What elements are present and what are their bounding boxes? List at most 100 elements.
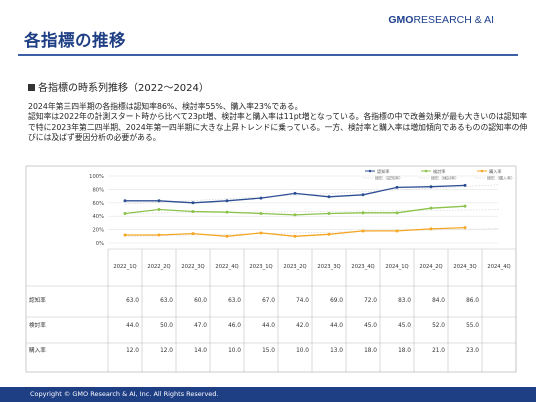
data-point (259, 231, 263, 235)
table-cell-value: 50.0 (160, 323, 173, 329)
data-point (429, 227, 433, 231)
table-cell-value: 45.0 (398, 323, 411, 329)
data-point (157, 208, 161, 211)
data-point (463, 204, 467, 208)
table-cell-value: 12.0 (160, 348, 173, 354)
legend-trend-label: 線形（検討率） (431, 175, 459, 181)
table-cell-value: 13.0 (330, 348, 343, 354)
table-cell-value: 52.0 (432, 323, 445, 329)
legend-label: 認知率 (377, 168, 390, 175)
data-point (259, 196, 263, 200)
y-tick-label: 80% (92, 187, 104, 193)
y-tick-label: 60% (92, 201, 104, 207)
table-cell-value: 84.0 (432, 298, 445, 304)
table-cell-value: 44.0 (262, 323, 275, 329)
data-point (191, 201, 195, 205)
data-point (361, 229, 365, 233)
company-logo: GMORESEARCH & AI (388, 14, 494, 26)
table-cell-value: 69.0 (330, 298, 343, 304)
row-label: 認知率 (29, 296, 46, 304)
data-point (157, 233, 161, 237)
legend-trend-label: 線形（認知率） (375, 175, 403, 181)
data-point (123, 233, 127, 237)
data-point (225, 199, 229, 203)
data-point (225, 234, 229, 238)
section-heading: 各指標の時系列推移（2022～2024） (28, 79, 209, 94)
table-cell-value: 55.0 (466, 323, 479, 329)
title-divider (18, 54, 518, 56)
table-cell-value: 18.0 (364, 348, 377, 354)
copyright-text: Copyright © GMO Research & AI, Inc. All … (30, 390, 219, 398)
table-cell-value: 46.0 (228, 323, 241, 329)
table-cell-value: 23.0 (466, 348, 479, 354)
data-point (293, 234, 297, 238)
table-cell-value: 14.0 (194, 348, 207, 354)
data-point (327, 195, 331, 199)
logo-text: RESEARCH & AI (413, 14, 494, 26)
table-cell-value: 10.0 (296, 348, 309, 354)
table-cell-value: 60.0 (194, 298, 207, 304)
series-trendline (124, 228, 500, 237)
data-point (361, 193, 365, 197)
row-label: 検討率 (29, 321, 46, 329)
y-tick-label: 20% (92, 228, 104, 234)
category-label: 2024_2Q (419, 264, 442, 270)
legend-trend-label: 線形（購入率） (487, 175, 515, 181)
category-label: 2022_4Q (215, 264, 238, 270)
summary-text: 2024年第三四半期の各指標は認知率86%、検討率55%、購入率23%である。 … (28, 102, 528, 144)
table-cell-value: 67.0 (262, 298, 275, 304)
square-bullet-icon (28, 84, 35, 91)
data-point (463, 183, 467, 187)
category-label: 2024_3Q (453, 264, 476, 270)
category-label: 2024_1Q (385, 264, 408, 270)
table-cell-value: 63.0 (228, 298, 241, 304)
table-cell-value: 74.0 (296, 298, 309, 304)
table-cell-value: 86.0 (466, 298, 479, 304)
series-trendline (124, 209, 500, 214)
data-point (429, 185, 433, 189)
summary-line-2: 認知率は2022年の計測スタート時から比べて23pt増、検討率と購入率は11pt… (28, 112, 528, 143)
logo-mark: GMO (388, 14, 414, 26)
row-label: 購入率 (29, 346, 46, 354)
table-cell-value: 10.0 (228, 348, 241, 354)
table-cell-value: 83.0 (398, 298, 411, 304)
table-cell-value: 44.0 (126, 323, 139, 329)
category-label: 2023_1Q (249, 264, 272, 270)
slide-title: 各指標の推移 (24, 31, 126, 50)
summary-line-1: 2024年第三四半期の各指標は認知率86%、検討率55%、購入率23%である。 (28, 102, 303, 111)
data-point (395, 229, 399, 233)
table-cell-value: 45.0 (364, 323, 377, 329)
footer-bar: Copyright © GMO Research & AI, Inc. All … (0, 387, 536, 402)
series-trendline (124, 184, 500, 205)
data-point (395, 211, 399, 215)
table-cell-value: 21.0 (432, 348, 445, 354)
data-point (395, 185, 399, 189)
data-point (123, 212, 127, 216)
data-point (123, 199, 127, 203)
table-cell-value: 44.0 (330, 323, 343, 329)
data-point (327, 212, 331, 216)
section-label: 各指標の時系列推移（2022～2024） (38, 83, 209, 94)
table-cell-value: 63.0 (126, 298, 139, 304)
category-label: 2023_3Q (317, 264, 340, 270)
data-point (259, 212, 263, 216)
data-point (191, 232, 195, 236)
y-tick-label: 100% (89, 174, 104, 180)
data-point (327, 232, 331, 236)
category-label: 2022_2Q (147, 264, 170, 270)
data-point (157, 199, 161, 203)
category-label: 2023_4Q (351, 264, 374, 270)
legend-marker (480, 169, 484, 173)
y-tick-label: 40% (92, 214, 104, 220)
legend-marker (368, 169, 372, 173)
data-point (293, 213, 297, 217)
table-cell-value: 47.0 (194, 323, 207, 329)
category-label: 2022_3Q (181, 264, 204, 270)
y-tick-label: 0% (96, 241, 104, 247)
data-point (293, 191, 297, 195)
table-cell-value: 63.0 (160, 298, 173, 304)
data-point (225, 210, 229, 214)
data-point (463, 226, 467, 230)
table-cell-value: 42.0 (296, 323, 309, 329)
